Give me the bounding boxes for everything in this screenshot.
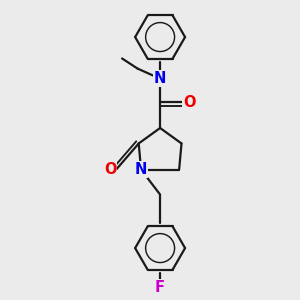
Text: N: N <box>154 71 166 86</box>
Text: O: O <box>183 95 196 110</box>
Text: F: F <box>155 280 165 295</box>
Text: O: O <box>104 162 116 177</box>
Text: N: N <box>135 162 147 177</box>
